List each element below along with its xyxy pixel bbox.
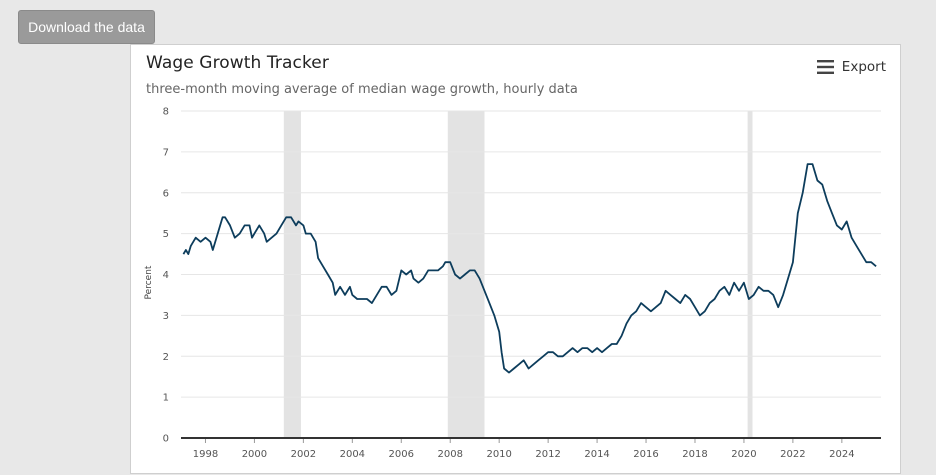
export-button[interactable]: Export <box>816 59 886 75</box>
x-tick-label: 2014 <box>584 449 609 460</box>
x-tick-label: 1998 <box>193 449 218 460</box>
y-axis-title: Percent <box>144 265 154 299</box>
x-tick-label: 2004 <box>340 449 365 460</box>
chart-subtitle: three-month moving average of median wag… <box>146 82 578 97</box>
x-tick-label: 2000 <box>242 449 267 460</box>
x-tick-label: 2018 <box>682 449 707 460</box>
y-tick-label: 8 <box>163 107 169 118</box>
y-tick-label: 6 <box>163 188 169 199</box>
y-tick-label: 3 <box>163 311 169 322</box>
x-tick-label: 2012 <box>535 449 560 460</box>
x-tick-label: 2010 <box>486 449 511 460</box>
y-tick-label: 7 <box>163 147 169 158</box>
chart-panel: Wage Growth Tracker three-month moving a… <box>130 44 901 474</box>
hamburger-menu-icon <box>816 60 834 74</box>
y-tick-label: 0 <box>163 434 169 445</box>
y-tick-label: 2 <box>163 352 169 363</box>
x-tick-label: 2022 <box>780 449 805 460</box>
x-tick-label: 2020 <box>731 449 756 460</box>
gridlines <box>181 110 881 398</box>
export-label: Export <box>841 59 886 75</box>
chart-title: Wage Growth Tracker <box>146 53 329 73</box>
y-axis-ticks: 0 1 2 3 4 5 6 7 8 <box>163 107 169 445</box>
x-tick-label: 2002 <box>291 449 316 460</box>
x-axis-ticks: 1998 2000 2002 2004 2006 2008 2010 2012 2014 2016… <box>193 438 855 460</box>
y-tick-label: 5 <box>163 229 169 240</box>
x-tick-label: 2024 <box>829 449 854 460</box>
download-data-button[interactable]: Download the data <box>18 10 155 44</box>
line-chart: 0 1 2 3 4 5 6 7 8 1998 2000 2002 2004 2006 2008 2010 20… <box>144 107 881 460</box>
x-tick-label: 2006 <box>389 449 414 460</box>
x-tick-label: 2008 <box>438 449 463 460</box>
series-line <box>182 163 877 374</box>
y-tick-label: 1 <box>163 393 169 404</box>
x-tick-label: 2016 <box>633 449 658 460</box>
y-tick-label: 4 <box>163 270 169 281</box>
